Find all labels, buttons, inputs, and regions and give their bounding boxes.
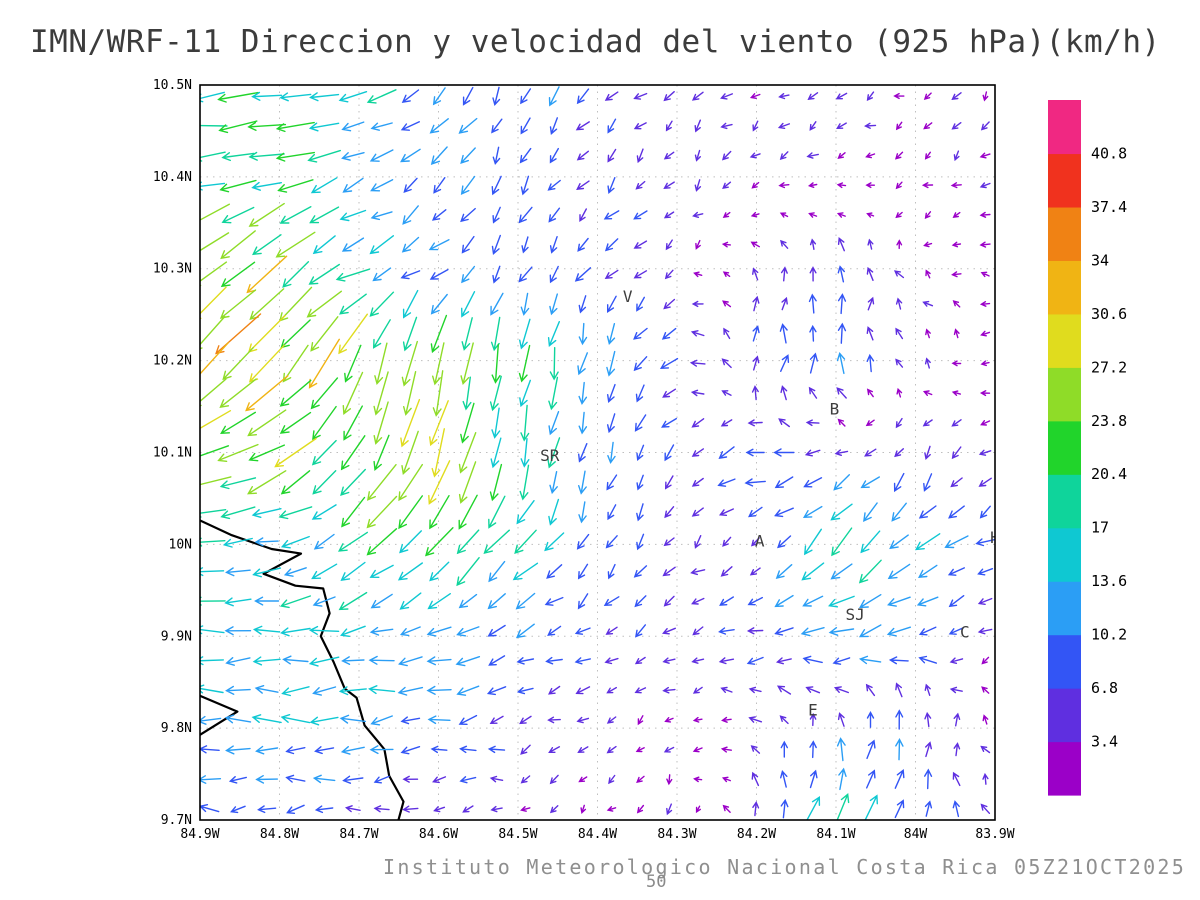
lat-tick-label: 9.7N (161, 813, 192, 828)
colorbar-level-label: 27.2 (1091, 358, 1127, 376)
axis-tick-labels: 84.9W 84.8W 84.7W 84.6W 84.5W 84.4W 84.3W 84.2W… (153, 78, 1015, 842)
lon-tick-label: 84.3W (657, 827, 696, 842)
graticule (200, 85, 995, 820)
colorbar-band (1048, 100, 1081, 155)
lon-tick-label: 84.1W (816, 827, 855, 842)
station-label: A (755, 532, 765, 551)
station-label: C (960, 623, 970, 642)
colorbar (1048, 100, 1081, 796)
wind-vectors (200, 86, 995, 820)
lat-tick-label: 10.1N (153, 446, 192, 461)
lat-tick-label: 10.5N (153, 78, 192, 93)
lon-tick-label: 84.8W (260, 827, 299, 842)
station-label: H (990, 528, 1000, 547)
station-label: E (808, 701, 818, 720)
colorbar-level-label: 17 (1091, 519, 1109, 537)
colorbar-band (1048, 527, 1081, 582)
colorbar-band (1048, 741, 1081, 796)
lon-tick-label: 84W (904, 827, 928, 842)
lon-tick-label: 84.5W (498, 827, 537, 842)
colorbar-level-label: 10.2 (1091, 626, 1127, 644)
station-label: SJ (845, 605, 864, 624)
map-frame (199, 84, 996, 821)
colorbar-band (1048, 153, 1081, 208)
colorbar-level-label: 3.4 (1091, 733, 1118, 751)
colorbar-band (1048, 313, 1081, 368)
colorbar-band (1048, 634, 1081, 689)
colorbar-band (1048, 420, 1081, 475)
lon-tick-label: 84.6W (419, 827, 458, 842)
chart-footer: Instituto Meteorologico Nacional Costa R… (383, 855, 1187, 879)
station-label: B (830, 399, 840, 418)
colorbar-band (1048, 206, 1081, 261)
colorbar-level-label: 6.8 (1091, 679, 1118, 697)
colorbar-band (1048, 260, 1081, 315)
colorbar-band (1048, 474, 1081, 529)
colorbar-band (1048, 688, 1081, 743)
colorbar-level-label: 23.8 (1091, 412, 1127, 430)
reference-vector-label: 50 (646, 872, 667, 892)
station-labels: V B SR A SJ C E H (540, 287, 1000, 720)
chart-title: IMN/WRF-11 Direccion y velocidad del vie… (30, 24, 1161, 60)
lon-tick-label: 83.9W (975, 827, 1014, 842)
coastline (200, 519, 405, 820)
colorbar-level-label: 34 (1091, 251, 1109, 269)
lon-tick-label: 84.4W (578, 827, 617, 842)
lat-tick-label: 10.4N (153, 170, 192, 185)
lat-tick-label: 9.9N (161, 629, 192, 644)
colorbar-level-label: 37.4 (1091, 198, 1127, 216)
lon-tick-label: 84.2W (737, 827, 776, 842)
colorbar-level-label: 20.4 (1091, 465, 1127, 483)
colorbar-band (1048, 367, 1081, 422)
lat-tick-label: 10N (169, 537, 192, 552)
station-label: SR (540, 446, 560, 465)
colorbar-level-label: 40.8 (1091, 145, 1127, 163)
colorbar-labels: 3.4 6.8 10.2 13.6 17 20.4 23.8 27.2 30.6 34 37.4 40… (1091, 145, 1127, 751)
colorbar-band (1048, 581, 1081, 636)
lat-tick-label: 9.8N (161, 721, 192, 736)
lon-tick-label: 84.9W (180, 827, 219, 842)
colorbar-level-label: 13.6 (1091, 572, 1127, 590)
lat-tick-label: 10.2N (153, 354, 192, 369)
lon-tick-label: 84.7W (339, 827, 378, 842)
lat-tick-label: 10.3N (153, 262, 192, 277)
station-label: V (623, 287, 633, 306)
colorbar-level-label: 30.6 (1091, 305, 1127, 323)
